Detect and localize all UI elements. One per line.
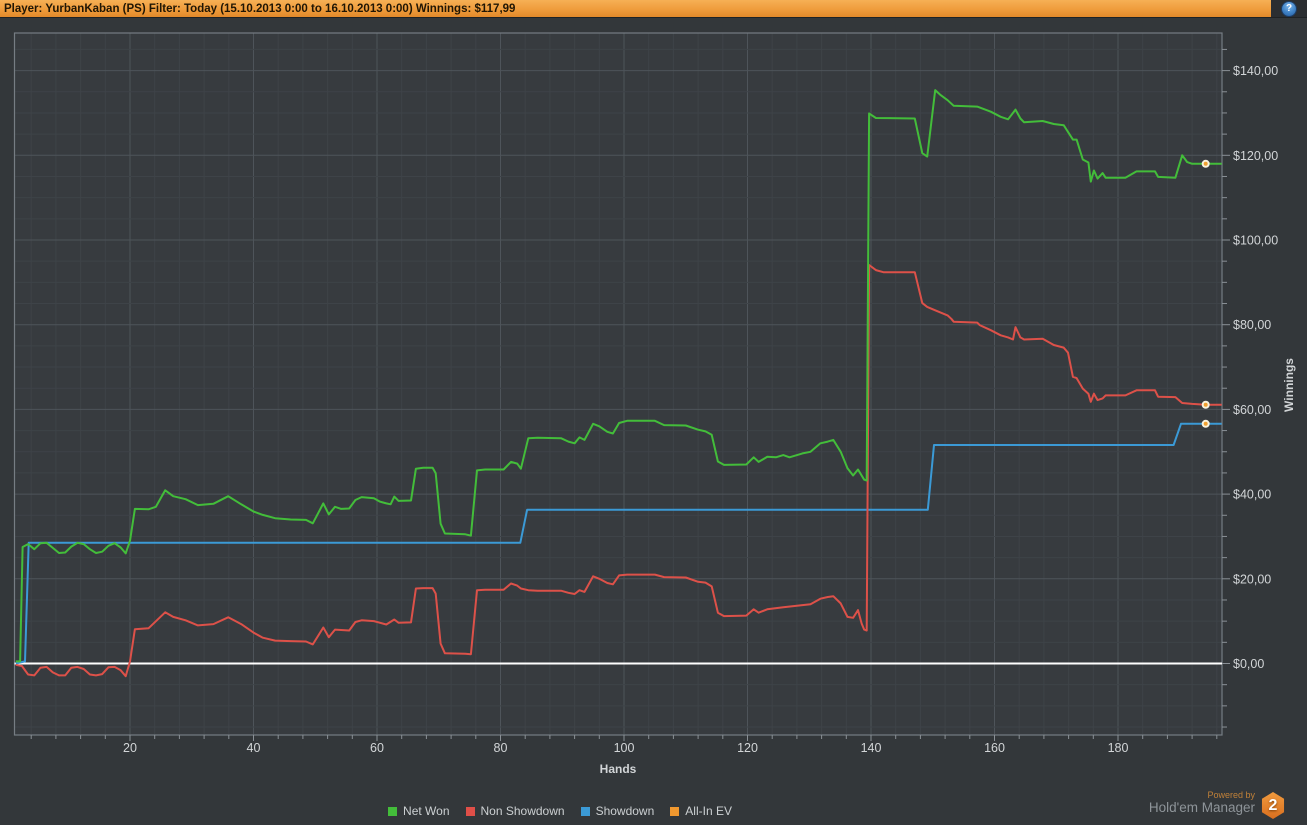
- series-end-marker-center: [1203, 161, 1208, 166]
- showdown-swatch-icon: [580, 806, 590, 816]
- series-showdown: [15, 422, 1222, 665]
- x-tick-label: 60: [370, 741, 384, 755]
- x-tick-label: 160: [984, 741, 1005, 755]
- x-tick-label: 180: [1108, 741, 1129, 755]
- x-tick-label: 120: [737, 741, 758, 755]
- series-end-marker-center: [1203, 421, 1208, 426]
- winnings-chart: 20 40 60 80 100 120 140 160 180 $0,00 $20,00 $40,00…: [13, 32, 1296, 776]
- legend-item-net-won[interactable]: Net Won: [388, 804, 450, 818]
- help-icon[interactable]: ?: [1282, 1, 1296, 16]
- x-axis-title: Hands: [600, 762, 637, 776]
- plot-border: [13, 32, 1223, 736]
- y-tick-label: $20,00: [1233, 572, 1271, 586]
- y-tick-label: $60,00: [1233, 403, 1271, 417]
- plot-area: [14, 33, 1222, 735]
- y-tick-label: $140,00: [1233, 64, 1278, 78]
- powered-by-text: Powered by: [1207, 790, 1255, 800]
- legend-item-showdown[interactable]: Showdown: [580, 804, 655, 818]
- title-bar-gradient: Player: YurbanKaban (PS) Filter: Today (…: [0, 0, 1271, 17]
- legend-label-net-won: Net Won: [403, 804, 450, 818]
- y-tick-label: $0,00: [1233, 657, 1264, 671]
- y-tick-label: $40,00: [1233, 488, 1271, 502]
- y-tick-label: $80,00: [1233, 318, 1271, 332]
- powered-by-block: Powered by Hold'em Manager 2: [1057, 790, 1297, 822]
- x-tick-label: 140: [861, 741, 882, 755]
- x-tick-label: 20: [123, 741, 137, 755]
- legend-label-all-in-ev: All-In EV: [685, 804, 732, 818]
- app-name-text: Hold'em Manager: [1148, 800, 1255, 815]
- x-tick-label: 40: [247, 741, 261, 755]
- all-in-ev-swatch-icon: [670, 806, 680, 816]
- legend-item-all-in-ev[interactable]: All-In EV: [670, 804, 732, 818]
- title-bar-text: Player: YurbanKaban (PS) Filter: Today (…: [4, 2, 516, 15]
- y-axis-title: Winnings: [1282, 358, 1296, 412]
- non-showdown-swatch-icon: [465, 806, 475, 816]
- y-tick-label: $100,00: [1233, 234, 1278, 248]
- series-end-marker-center: [1203, 402, 1208, 407]
- net-won-swatch-icon: [388, 806, 398, 816]
- title-bar-right: ?: [1271, 0, 1307, 17]
- series-non-showdown: [15, 264, 1222, 678]
- hm2-badge-icon: 2: [1261, 792, 1285, 819]
- legend-label-showdown: Showdown: [595, 804, 655, 818]
- chart-legend: Net Won Non Showdown Showdown All-In EV: [0, 804, 1120, 818]
- legend-label-non-showdown: Non Showdown: [480, 804, 565, 818]
- title-bar: Player: YurbanKaban (PS) Filter: Today (…: [0, 0, 1307, 18]
- x-tick-label: 100: [614, 741, 635, 755]
- y-tick-label: $120,00: [1233, 149, 1278, 163]
- series-net-won: [15, 89, 1222, 663]
- legend-item-non-showdown[interactable]: Non Showdown: [465, 804, 565, 818]
- x-tick-label: 80: [494, 741, 508, 755]
